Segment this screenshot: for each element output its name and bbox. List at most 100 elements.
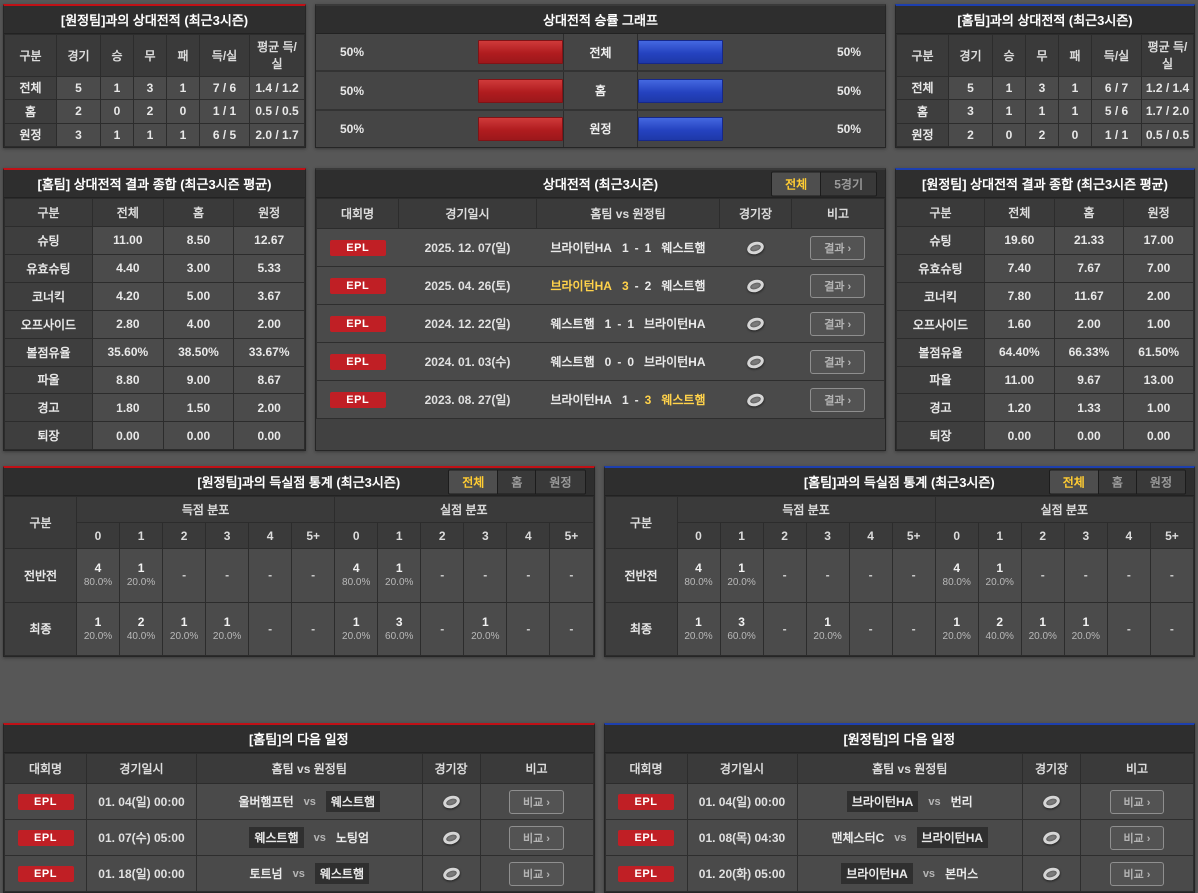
tab-홈[interactable]: 홈 [498, 470, 537, 494]
stadium-icon[interactable] [1041, 829, 1062, 847]
compare-button[interactable]: 비교 › [1109, 789, 1165, 814]
table-row: 슈팅 11.00 8.50 12.67 [4, 225, 305, 255]
note-cell: 비교 › [479, 819, 594, 856]
result-button[interactable]: 결과 › [810, 273, 866, 298]
stadium-icon[interactable] [441, 865, 461, 883]
home-winrate-bar [478, 116, 563, 141]
stat-value: 6 / 5 [199, 122, 250, 148]
percent-value: 20.0% [126, 577, 156, 589]
stadium-icon[interactable] [745, 354, 766, 371]
match-date: 01. 04(일) 00:00 [698, 795, 786, 809]
empty-value: - [1169, 621, 1174, 636]
stadium-icon[interactable] [745, 278, 766, 295]
stadium-icon[interactable] [1041, 793, 1062, 811]
stat-value: 1 [166, 75, 200, 101]
stadium-icon[interactable] [745, 240, 766, 257]
stat-value: 3 [1025, 75, 1059, 101]
stat-value: 1.50 [162, 393, 235, 423]
stat-value: 0.00 [1123, 421, 1194, 451]
tab-5경기[interactable]: 5경기 [821, 172, 876, 196]
match-teams-cell: 브라이턴HA vs 본머스 [796, 855, 1023, 892]
league-badge: EPL [17, 793, 74, 810]
column-header: 패 [166, 34, 200, 77]
column-header: 경기장 [421, 753, 481, 784]
tab-전체[interactable]: 전체 [772, 172, 822, 196]
compare-button[interactable]: 비교 › [1109, 825, 1165, 850]
score-column-header: 2 [762, 522, 807, 550]
column-header: 원정 [1123, 198, 1194, 227]
score-column-header: 0 [334, 522, 379, 550]
home-summary-table: 구분 전체 홈 원정 슈팅 11.00 8.50 12.67 유효슈팅 4.40 3.00 5.33 코… [4, 198, 305, 451]
result-button[interactable]: 결과 › [810, 387, 866, 412]
empty-value: - [311, 568, 316, 583]
tab-홈[interactable]: 홈 [1098, 470, 1137, 494]
matches-table: 대회명 경기일시 홈팀 vs 원정팀 경기장 비고 EPL 2025. 12. 07(일) 브… [316, 198, 885, 420]
row-top: [원정팀]과의 상대전적 (최근3시즌) 구분 경기 승 무 패 득/실 평균 득/실 전체 5… [3, 4, 1195, 149]
result-button[interactable]: 결과 › [810, 349, 866, 374]
row-middle: [홈팀] 상대전적 결과 종합 (최근3시즌 평균) 구분 전체 홈 원정 슈팅 11.0… [3, 168, 1195, 452]
note-cell: 결과 › [791, 342, 885, 382]
away-score: 0 [627, 354, 635, 369]
stat-value: 2.00 [1053, 309, 1125, 339]
row-label: 퇴장 [4, 421, 93, 451]
percent-value: 20.0% [985, 577, 1014, 589]
row-label: 전반전 [4, 548, 77, 603]
goal-stats-row: 전반전 4 80.0% 1 20.0% - - - -4 80.0% 1 20.0% - - - - [604, 548, 1195, 603]
column-header: 홈팀 vs 원정팀 [796, 753, 1023, 784]
stadium-icon[interactable] [1041, 865, 1062, 883]
tab-원정[interactable]: 원정 [536, 470, 585, 494]
header-row: 구분 경기 승 무 패 득/실 평균 득/실 [896, 34, 1194, 77]
column-header: 원정 [233, 198, 305, 227]
goal-stats-tab-group: 전체 홈 원정 [1048, 469, 1186, 495]
match-date: 2024. 12. 22(일) [424, 317, 511, 332]
row-label: 퇴장 [896, 421, 985, 451]
home-team-name: 울버햄프턴 [238, 795, 294, 809]
stat-value: 0.00 [92, 421, 164, 451]
stat-value: 1.00 [1123, 393, 1194, 423]
distribution-cell: - [162, 548, 207, 603]
percent-value: 80.0% [942, 577, 971, 589]
column-header: 경기일시 [86, 753, 197, 784]
stadium-icon[interactable] [745, 392, 766, 409]
score-header-row: 0 1 2 3 4 5+ 0 1 2 3 4 5+ [5, 522, 594, 550]
stat-value: 5.33 [233, 253, 305, 283]
header-row: 대회명 경기일시 홈팀 vs 원정팀 경기장 비고 [604, 753, 1194, 784]
stadium-icon[interactable] [745, 316, 766, 333]
table-row: 오프사이드 1.60 2.00 1.00 [896, 309, 1194, 339]
distribution-cell: 1 20.0% [463, 601, 508, 657]
result-button[interactable]: 결과 › [810, 235, 866, 260]
match-teams: 브라이턴HA 1-3 웨스트햄 [537, 391, 720, 408]
distribution-cell: - [291, 548, 336, 603]
empty-value: - [868, 621, 873, 636]
scored-group-header: 득점 분포 [676, 496, 936, 524]
stadium-icon[interactable] [441, 829, 461, 847]
compare-button[interactable]: 비교 › [1109, 861, 1165, 886]
stat-value: 1.00 [1123, 309, 1194, 339]
stat-value: 1 [1025, 99, 1059, 124]
count-value: 1 [996, 561, 1004, 576]
match-date-cell: 01. 04(일) 00:00 [686, 783, 798, 820]
distribution-cell: - [205, 548, 250, 603]
stat-value: 38.50% [162, 337, 235, 367]
panel-goal-stats-home: [홈팀]과의 득실점 통계 (최근3시즌) 전체 홈 원정 구분 득점 분포 실점 분포… [603, 466, 1195, 657]
match-teams: 웨스트햄 0-0 브라이턴HA [537, 353, 720, 370]
league-badge: EPL [17, 829, 74, 846]
away-team-name: 본머스 [945, 867, 979, 881]
percent-value: 60.0% [385, 630, 414, 642]
compare-button[interactable]: 비교 › [509, 825, 564, 850]
compare-button[interactable]: 비교 › [509, 789, 564, 814]
tab-전체[interactable]: 전체 [449, 470, 499, 494]
tab-전체[interactable]: 전체 [1049, 470, 1099, 494]
stadium-icon[interactable] [441, 793, 461, 811]
result-button[interactable]: 결과 › [810, 311, 866, 336]
tab-원정[interactable]: 원정 [1136, 470, 1185, 494]
stat-value: 1.4 / 1.2 [249, 75, 305, 101]
goal-stats-table: 구분 득점 분포 실점 분포 0 1 2 3 4 5+ 0 1 2 3 4 5+ 전반전 4 80.0% 1 20.0… [4, 496, 594, 657]
home-team-name: 맨체스터C [831, 831, 885, 845]
league-badge: EPL [17, 865, 74, 882]
panel-title-text: [원정팀]과의 득실점 통계 (최근3시즌) [197, 475, 401, 491]
away-team-name: 웨스트햄 [314, 863, 370, 884]
away-winrate-bar [638, 40, 723, 65]
compare-button[interactable]: 비교 › [509, 861, 564, 886]
